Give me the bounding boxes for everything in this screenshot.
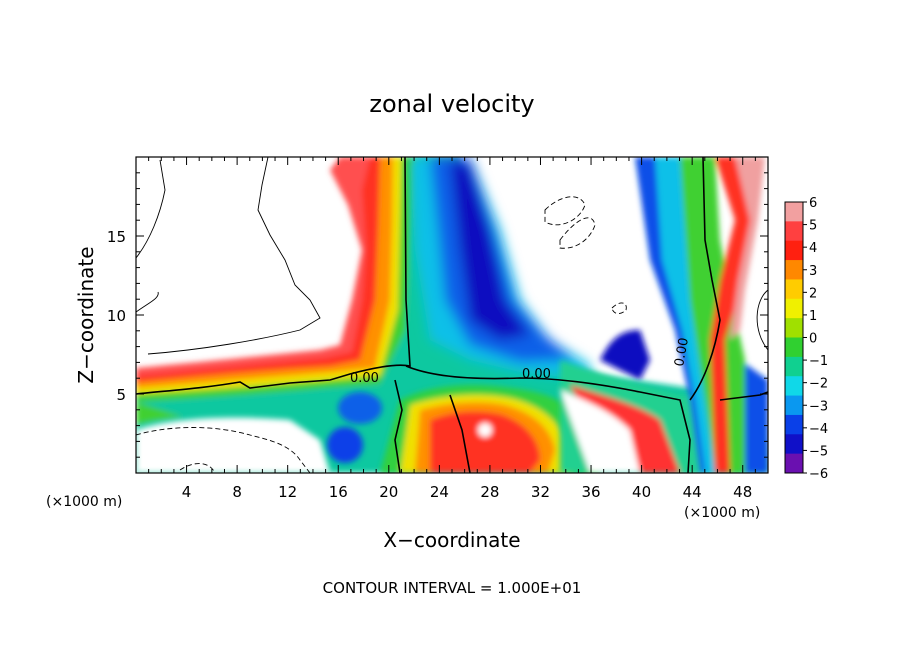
lower-positive-region (380, 385, 600, 473)
y-axis-label: Z−coordinate (74, 246, 98, 383)
colorbar-tick-label: 1 (809, 309, 817, 324)
contour-interval-note: CONTOUR INTERVAL = 1.000E+01 (323, 579, 582, 597)
x-tick-label: 48 (733, 483, 752, 501)
contour-label: 0.00 (350, 371, 379, 386)
velocity-field: 0.00 0.00 0.00 (136, 157, 768, 473)
colorbar-swatch (785, 414, 803, 435)
x-tick-label: 44 (683, 483, 702, 501)
dashed-contours (136, 196, 627, 473)
x-unit-right: (×1000 m) (684, 505, 760, 521)
colorbar-swatch (785, 434, 803, 455)
x-tick-label: 28 (480, 483, 499, 501)
bottom-left-pocket (136, 417, 330, 473)
colorbar-swatch (785, 356, 803, 377)
x-tick-label: 40 (632, 483, 651, 501)
colorbar-tick-label: 5 (809, 219, 817, 234)
x-tick-label: 8 (232, 483, 242, 501)
colorbar-swatch (785, 202, 803, 222)
colorbar-tick-label: −5 (809, 444, 828, 459)
colorbar-tick-label: −2 (809, 377, 828, 392)
outline-contours (136, 157, 768, 355)
colorbar-swatch (785, 240, 803, 261)
colorbar-swatch (785, 376, 803, 397)
colorbar-tick-label: −3 (809, 399, 828, 414)
x-tick-label: 12 (278, 483, 297, 501)
colorbar-tick-label: −4 (809, 422, 828, 437)
colorbar: 6 5 4 3 2 1 0 −1 −2 −3 −4 −5 −6 (784, 196, 828, 482)
colorbar-tick-label: −1 (809, 354, 828, 369)
blue-patch (327, 392, 382, 463)
x-tick-label: 36 (581, 483, 600, 501)
colorbar-swatch (785, 298, 803, 319)
colorbar-swatch (785, 260, 803, 280)
y-tick-label: 5 (116, 386, 126, 404)
colorbar-tick-label: 2 (809, 286, 817, 301)
colorbar-swatch (785, 337, 803, 358)
y-axis: 5 10 15 (107, 172, 768, 458)
colorbar-swatch (785, 318, 803, 338)
x-unit-left: (×1000 m) (46, 494, 122, 510)
y-tick-label: 10 (107, 307, 126, 325)
zero-contours (136, 157, 768, 473)
colorbar-tick-label: −6 (809, 467, 828, 482)
x-tick-label: 4 (182, 483, 192, 501)
center-negative-core (410, 157, 590, 380)
contour-labels: 0.00 0.00 0.00 (350, 337, 692, 386)
x-tick-label: 32 (531, 483, 550, 501)
colorbar-swatch (785, 221, 803, 242)
colorbar-tick-label: 6 (809, 196, 817, 211)
x-tick-label: 16 (329, 483, 348, 501)
x-tick-label: 24 (430, 483, 449, 501)
x-axis: 4 8 12 16 20 24 28 32 36 40 44 48 (148, 157, 756, 501)
colorbar-swatch (785, 279, 803, 300)
colorbar-swatch (785, 453, 803, 474)
colorbar-tick-label: 3 (809, 264, 817, 279)
colorbar-tick-label: 4 (809, 241, 817, 256)
colorbar-swatch (785, 395, 803, 416)
y-tick-label: 15 (107, 228, 126, 246)
colorbar-tick-label: 0 (809, 332, 817, 347)
contour-label: 0.00 (672, 337, 692, 368)
chart-title: zonal velocity (369, 90, 534, 118)
x-axis-label: X−coordinate (383, 528, 520, 552)
x-tick-label: 20 (379, 483, 398, 501)
right-region (560, 157, 768, 473)
contour-label: 0.00 (522, 367, 551, 382)
